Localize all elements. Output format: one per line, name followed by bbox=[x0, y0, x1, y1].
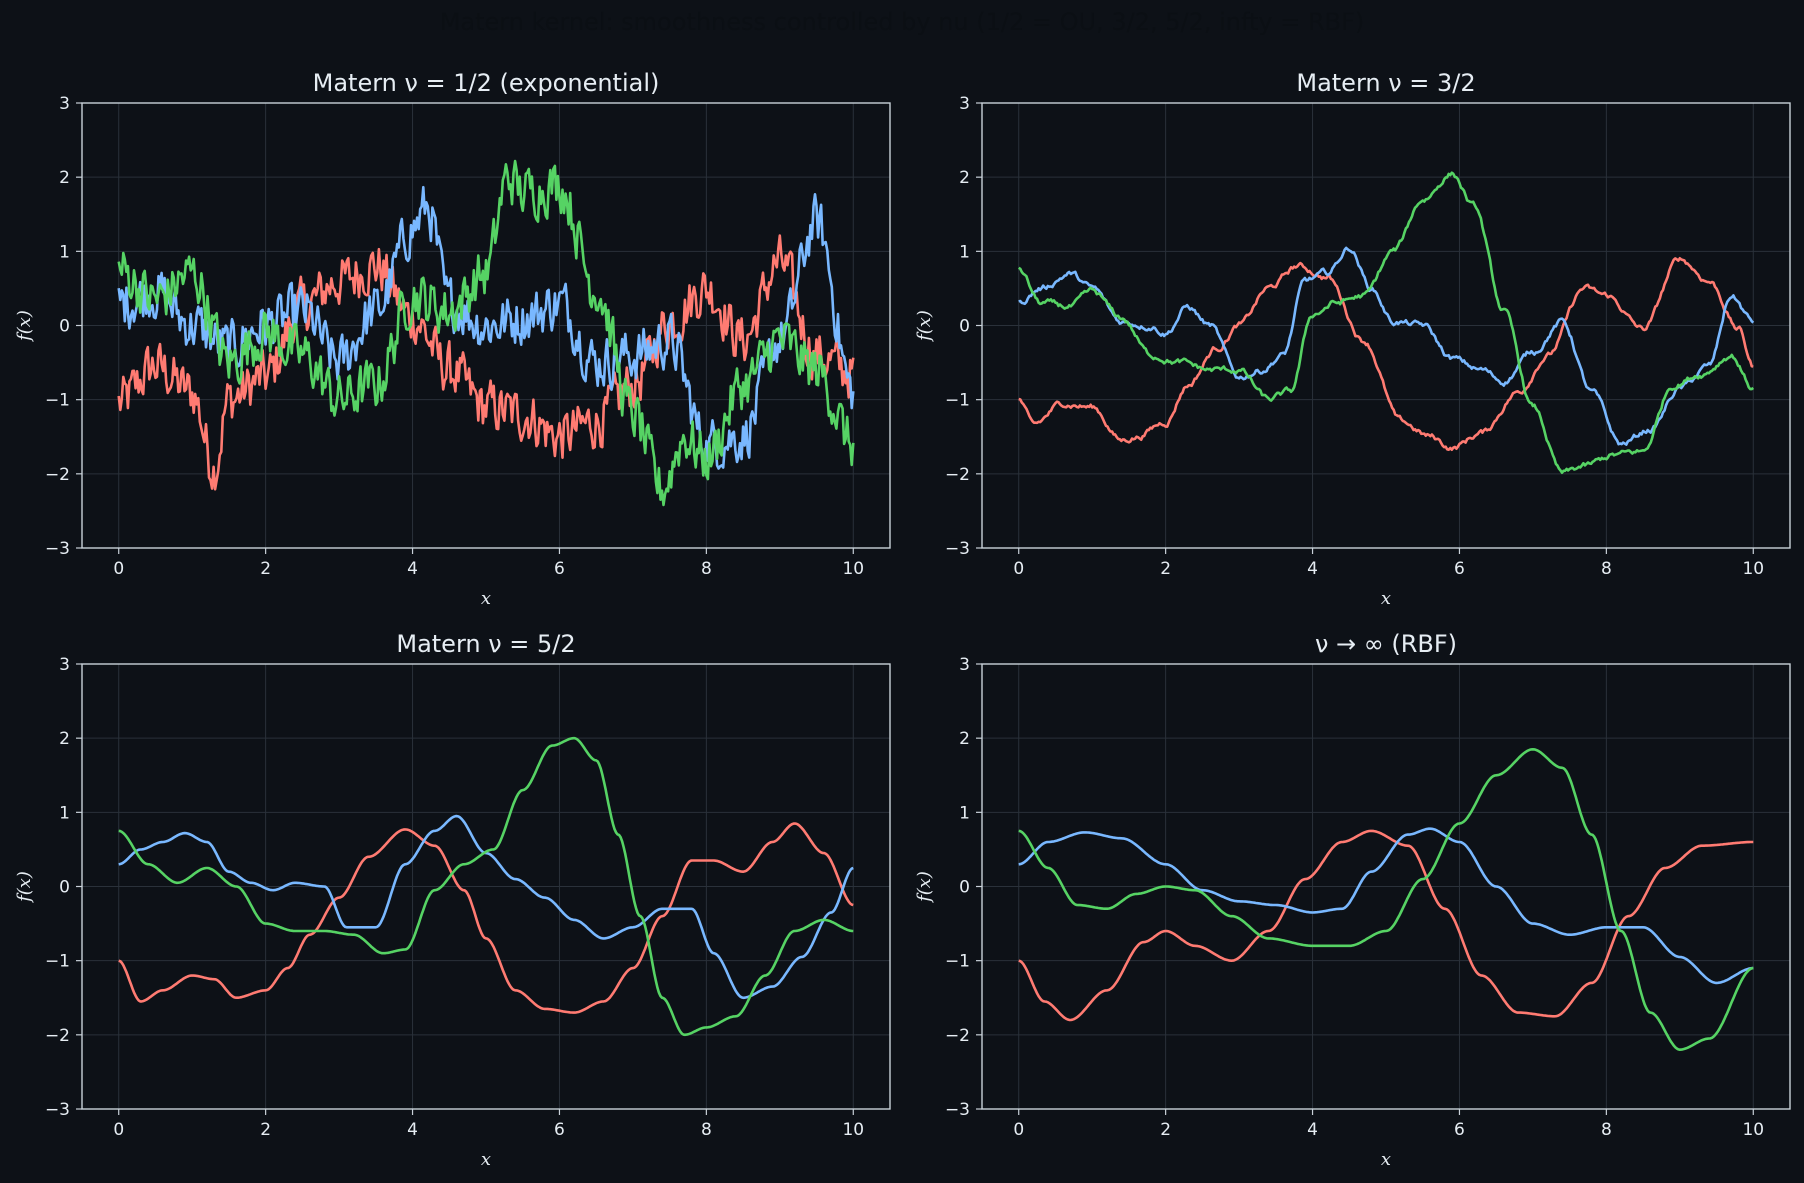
panel-4-series-1-line bbox=[1018, 829, 1754, 1022]
panel-1-xlabel: x bbox=[481, 588, 491, 609]
panel-3-xtick-label-4: 8 bbox=[701, 1120, 712, 1140]
panel-1-ytick-label-2: −1 bbox=[45, 391, 70, 411]
panel-4-title: ν → ∞ (RBF) bbox=[1315, 630, 1457, 658]
panel-4-ytick-label-4: 1 bbox=[959, 803, 970, 823]
panel-4-series-3-line bbox=[1018, 747, 1754, 1051]
panel-3-title: Matern ν = 5/2 bbox=[396, 630, 575, 658]
panel-2-series-3-line bbox=[1018, 171, 1755, 475]
panel-4-xlabel: x bbox=[1381, 1149, 1391, 1170]
panel-4-ytick-label-5: 2 bbox=[959, 729, 970, 749]
panel-2-xlabel: x bbox=[1381, 588, 1391, 609]
panel-1-xtick-label-4: 8 bbox=[701, 559, 712, 579]
panel-4-ytick-label-3: 0 bbox=[959, 878, 970, 898]
panel-2-title: Matern ν = 3/2 bbox=[1296, 69, 1475, 97]
panel-1-xtick-label-0: 0 bbox=[113, 559, 124, 579]
panel-4-series-2-line bbox=[1018, 827, 1754, 985]
panel-3-xtick-label-0: 0 bbox=[113, 1120, 124, 1140]
panel-2-ytick-label-6: 3 bbox=[959, 94, 970, 114]
panel-3-ytick-label-6: 3 bbox=[59, 655, 70, 675]
panel-1-series-3-line bbox=[117, 159, 855, 507]
panel-2-ytick-label-4: 1 bbox=[959, 242, 970, 262]
panel-1-title: Matern ν = 1/2 (exponential) bbox=[313, 69, 660, 97]
panel-2-xtick-label-4: 8 bbox=[1601, 559, 1612, 579]
figure-suptitle: Matern kernel: smoothness controlled by … bbox=[439, 8, 1365, 36]
panel-2-xtick-label-1: 2 bbox=[1160, 559, 1171, 579]
panel-2-xtick-label-2: 4 bbox=[1307, 559, 1318, 579]
panel-1-ytick-label-6: 3 bbox=[59, 94, 70, 114]
panel-4-xtick-label-3: 6 bbox=[1454, 1120, 1465, 1140]
panel-3-series-2-line bbox=[118, 814, 854, 1000]
panel-4-ytick-label-6: 3 bbox=[959, 655, 970, 675]
panel-3-ytick-label-1: −2 bbox=[45, 1026, 70, 1046]
panel-2-ytick-label-5: 2 bbox=[959, 168, 970, 188]
panel-4-ytick-label-2: −1 bbox=[945, 952, 970, 972]
panel-3-ytick-label-5: 2 bbox=[59, 729, 70, 749]
panel-1-ytick-label-3: 0 bbox=[59, 317, 70, 337]
panel-2-ytick-label-2: −1 bbox=[945, 391, 970, 411]
panel-1-xtick-label-1: 2 bbox=[260, 559, 271, 579]
panel-3-xtick-label-1: 2 bbox=[260, 1120, 271, 1140]
panel-3-ytick-label-2: −1 bbox=[45, 952, 70, 972]
panel-3-series-1-line bbox=[118, 822, 854, 1014]
panel-1-ytick-label-1: −2 bbox=[45, 465, 70, 485]
panel-2-xtick-label-3: 6 bbox=[1454, 559, 1465, 579]
panel-1-ytick-label-4: 1 bbox=[59, 242, 70, 262]
panel-3-ylabel: f(x) bbox=[14, 871, 35, 904]
panel-4-xtick-label-4: 8 bbox=[1601, 1120, 1612, 1140]
panel-4-xtick-label-1: 2 bbox=[1160, 1120, 1171, 1140]
panel-4-xtick-label-2: 4 bbox=[1307, 1120, 1318, 1140]
panel-3-xlabel: x bbox=[481, 1149, 491, 1170]
panel-1-xtick-label-3: 6 bbox=[554, 559, 565, 579]
panel-1-ylabel: f(x) bbox=[14, 310, 35, 343]
panel-3-xtick-label-2: 4 bbox=[407, 1120, 418, 1140]
panel-4-ytick-label-1: −2 bbox=[945, 1026, 970, 1046]
panel-2-series-2-line bbox=[1018, 246, 1755, 446]
panel-2-ylabel: f(x) bbox=[914, 310, 935, 343]
panel-2-series-1-line bbox=[1018, 256, 1754, 452]
panel-4-ylabel: f(x) bbox=[914, 871, 935, 904]
panel-1-series-1-line bbox=[117, 234, 855, 491]
panel-3-ytick-label-4: 1 bbox=[59, 803, 70, 823]
panel-4-xtick-label-5: 10 bbox=[1742, 1120, 1764, 1140]
panel-3-xtick-label-5: 10 bbox=[842, 1120, 864, 1140]
panel-1-xtick-label-5: 10 bbox=[842, 559, 864, 579]
panel-4-xtick-label-0: 0 bbox=[1013, 1120, 1024, 1140]
panel-3-series-3-line bbox=[118, 736, 854, 1037]
panel-1-ytick-label-0: −3 bbox=[45, 539, 70, 559]
panel-3-ytick-label-0: −3 bbox=[45, 1100, 70, 1120]
panel-2-ytick-label-3: 0 bbox=[959, 317, 970, 337]
panel-2-ytick-label-0: −3 bbox=[945, 539, 970, 559]
panel-1-ytick-label-5: 2 bbox=[59, 168, 70, 188]
panel-2-xtick-label-0: 0 bbox=[1013, 559, 1024, 579]
panel-3-xtick-label-3: 6 bbox=[554, 1120, 565, 1140]
panel-3-ytick-label-3: 0 bbox=[59, 878, 70, 898]
panel-1-xtick-label-2: 4 bbox=[407, 559, 418, 579]
panel-2-ytick-label-1: −2 bbox=[945, 465, 970, 485]
panel-2-xtick-label-5: 10 bbox=[1742, 559, 1764, 579]
panel-4-ytick-label-0: −3 bbox=[945, 1100, 970, 1120]
